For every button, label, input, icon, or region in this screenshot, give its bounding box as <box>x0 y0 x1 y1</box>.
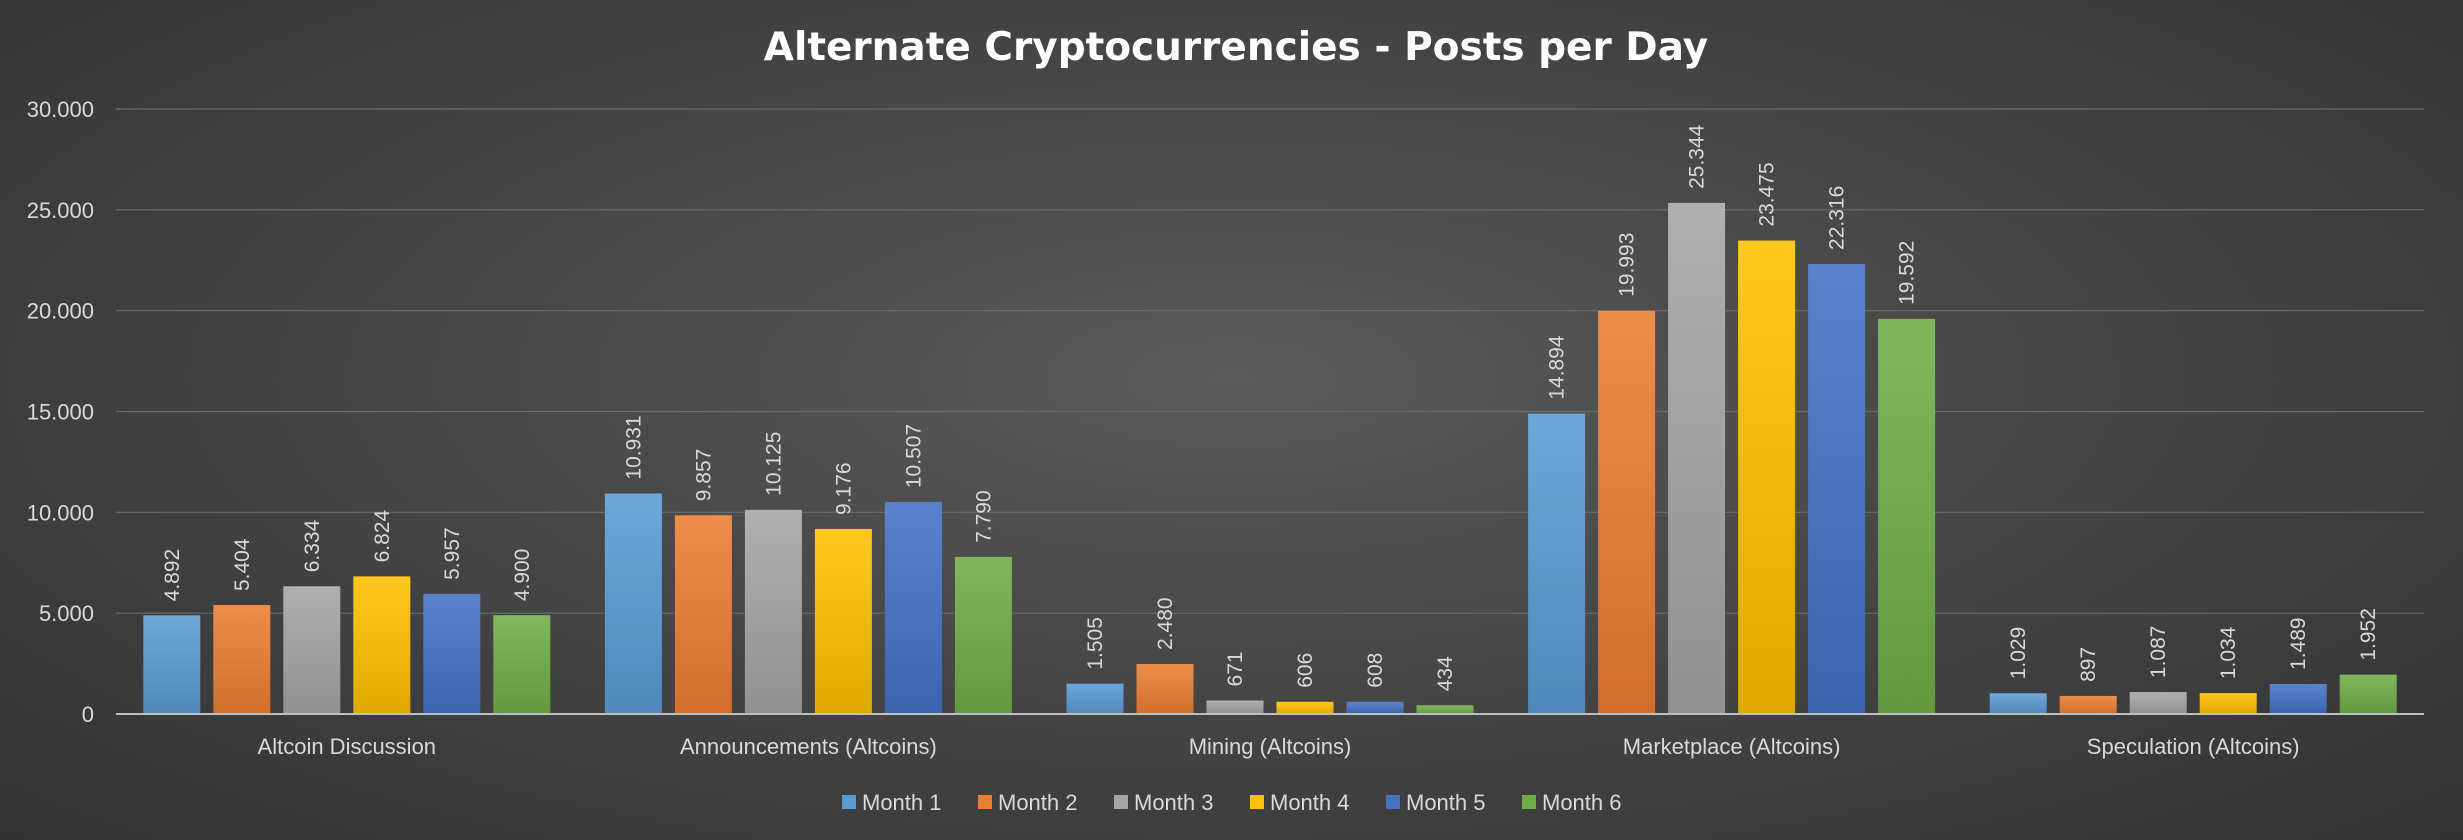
bar-month-4 <box>2199 693 2257 714</box>
data-label: 23.475 <box>1756 162 1779 226</box>
data-label: 434 <box>1434 656 1457 691</box>
legend[interactable]: Month 1 Month 2 Month 3 Month 4 Month 5 Month… <box>842 790 1622 815</box>
legend-item-label[interactable]: Month 5 <box>1406 790 1486 815</box>
gridlines <box>116 108 2424 614</box>
y-tick-label: 5.000 <box>39 601 94 626</box>
legend-swatch <box>1250 795 1264 809</box>
bar-month-1 <box>1066 683 1124 714</box>
data-label: 10.931 <box>622 415 645 479</box>
data-label: 5.957 <box>441 527 464 580</box>
x-tick-label: Marketplace (Altcoins) <box>1623 734 1841 759</box>
data-label: 1.489 <box>2287 617 2310 670</box>
data-label: 9.176 <box>832 462 855 515</box>
data-label: 7.790 <box>972 490 995 543</box>
bar-month-3 <box>2129 692 2187 714</box>
x-tick-label: Mining (Altcoins) <box>1189 734 1352 759</box>
legend-item-label[interactable]: Month 2 <box>998 790 1078 815</box>
bar-month-6 <box>1416 705 1474 714</box>
bar-month-4 <box>814 528 872 714</box>
data-label: 1.087 <box>2147 626 2170 679</box>
data-label: 1.505 <box>1084 617 1107 670</box>
legend-item-label[interactable]: Month 3 <box>1134 790 1214 815</box>
bar-month-5 <box>884 502 942 714</box>
data-labels: 4.892 5.404 6.334 6.824 5.957 4.900 10.931 9.85… <box>161 124 2380 691</box>
bar-month-5 <box>2269 683 2327 714</box>
data-label: 1.034 <box>2217 626 2240 679</box>
bar-month-5 <box>1346 701 1404 714</box>
data-label: 1.952 <box>2357 608 2380 661</box>
legend-swatch <box>1386 795 1400 809</box>
bar-month-1 <box>143 615 201 714</box>
data-label: 608 <box>1364 653 1387 688</box>
bar-month-5 <box>1808 263 1866 714</box>
y-tick-label: 25.000 <box>27 198 94 223</box>
data-label: 2.480 <box>1154 597 1177 650</box>
data-label: 897 <box>2077 647 2100 682</box>
data-label: 19.993 <box>1616 233 1639 297</box>
data-label: 1.029 <box>2007 627 2030 680</box>
bar-month-2 <box>213 605 271 714</box>
bar-month-3 <box>1668 202 1726 714</box>
y-tick-label: 15.000 <box>27 400 94 425</box>
bar-month-1 <box>1528 413 1586 714</box>
bar-month-4 <box>1276 701 1334 714</box>
bar-month-6 <box>1878 318 1936 714</box>
data-label: 5.404 <box>231 538 254 591</box>
data-label: 671 <box>1224 651 1247 686</box>
data-label: 6.824 <box>371 510 394 563</box>
y-axis: 0 5.000 10.000 15.000 20.000 25.000 30.000 <box>27 97 94 727</box>
legend-item-label[interactable]: Month 6 <box>1542 790 1622 815</box>
x-axis: Altcoin Discussion Announcements (Altcoin… <box>258 734 2300 759</box>
data-label: 4.900 <box>511 549 534 602</box>
legend-swatch <box>842 795 856 809</box>
data-label: 10.507 <box>902 424 925 488</box>
bar-month-4 <box>1738 240 1796 714</box>
bar-month-6 <box>493 615 551 714</box>
bar-month-3 <box>283 586 341 714</box>
bar-month-2 <box>674 515 732 714</box>
bar-month-1 <box>1989 693 2047 714</box>
data-label: 606 <box>1294 653 1317 688</box>
data-label: 22.316 <box>1826 186 1849 250</box>
x-tick-label: Altcoin Discussion <box>258 734 437 759</box>
data-label: 19.592 <box>1896 241 1919 305</box>
x-tick-label: Announcements (Altcoins) <box>680 734 937 759</box>
data-label: 4.892 <box>161 549 184 602</box>
bar-month-3 <box>1206 700 1264 714</box>
legend-swatch <box>1522 795 1536 809</box>
y-tick-label: 10.000 <box>27 500 94 525</box>
bar-month-6 <box>2339 674 2397 714</box>
y-tick-label: 30.000 <box>27 97 94 122</box>
bar-month-2 <box>2059 695 2117 714</box>
legend-swatch <box>978 795 992 809</box>
bar-month-1 <box>604 493 662 714</box>
data-label: 6.334 <box>301 519 324 572</box>
data-label: 14.894 <box>1546 335 1569 400</box>
chart-title: Alternate Cryptocurrencies - Posts per D… <box>764 25 1708 70</box>
data-label: 25.344 <box>1686 124 1709 189</box>
legend-item-label[interactable]: Month 1 <box>862 790 942 815</box>
data-label: 10.125 <box>762 432 785 496</box>
data-label: 9.857 <box>692 449 715 502</box>
legend-swatch <box>1114 795 1128 809</box>
bar-month-4 <box>353 576 411 714</box>
x-tick-label: Speculation (Altcoins) <box>2087 734 2300 759</box>
legend-item-label[interactable]: Month 4 <box>1270 790 1350 815</box>
bars <box>143 202 2397 714</box>
y-tick-label: 20.000 <box>27 299 94 324</box>
bar-month-6 <box>954 556 1012 714</box>
bar-month-2 <box>1136 663 1194 714</box>
bar-month-2 <box>1598 310 1656 714</box>
y-tick-label: 0 <box>82 702 94 727</box>
bar-month-3 <box>744 509 802 714</box>
bar-month-5 <box>423 593 481 714</box>
